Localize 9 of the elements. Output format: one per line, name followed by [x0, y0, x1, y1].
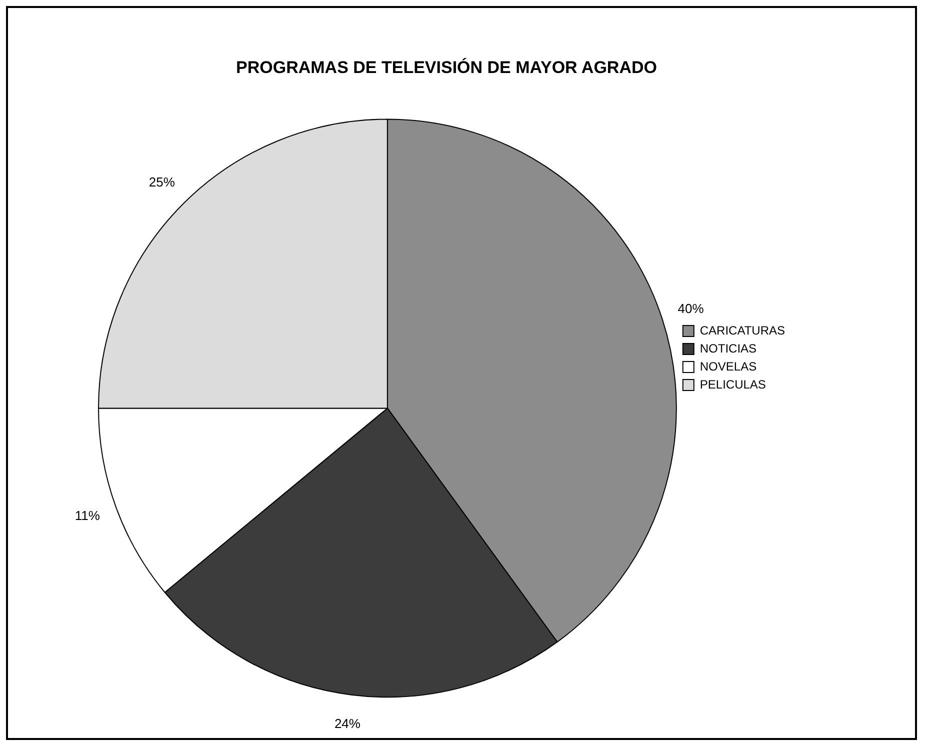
chart-title: PROGRAMAS DE TELEVISIÓN DE MAYOR AGRADO [236, 56, 657, 77]
legend-label: NOVELAS [700, 359, 757, 374]
legend-label: PELICULAS [700, 377, 766, 392]
data-label: 11% [74, 508, 100, 523]
legend-label: NOTICIAS [700, 341, 757, 356]
legend-label: CARICATURAS [700, 323, 786, 338]
data-label: 25% [148, 174, 176, 190]
data-label: 24% [334, 716, 361, 732]
data-label: 40% [678, 301, 704, 316]
